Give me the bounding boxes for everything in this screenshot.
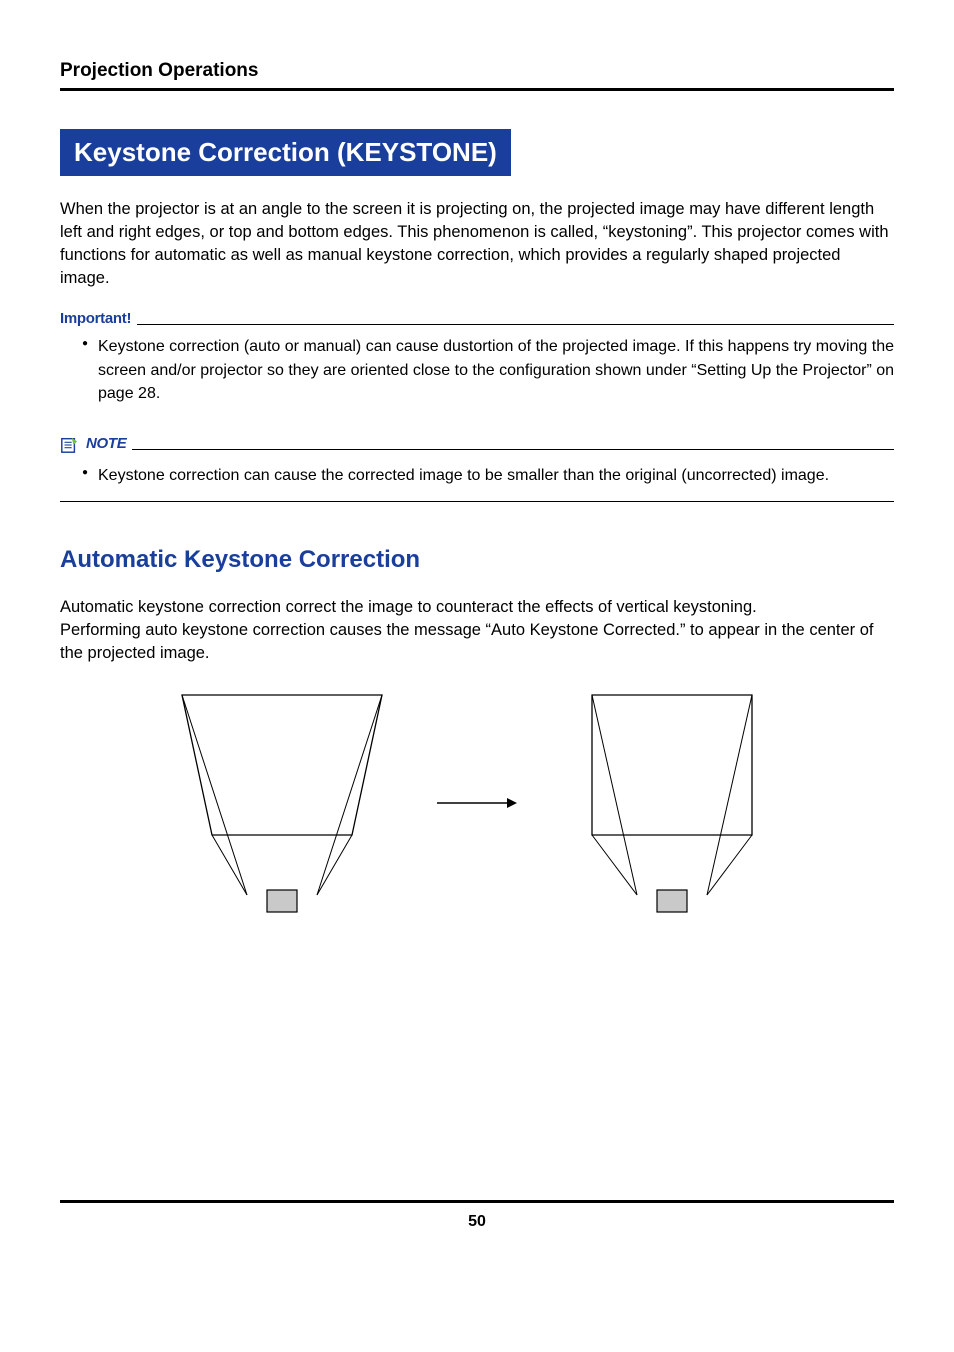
page-header: Projection Operations bbox=[60, 60, 894, 91]
subsection-para2: Performing auto keystone correction caus… bbox=[60, 619, 894, 665]
note-icon-wrap bbox=[60, 436, 80, 454]
section-title: Keystone Correction (KEYSTONE) bbox=[74, 137, 497, 167]
note-callout: NOTE Keystone correction can cause the c… bbox=[60, 435, 894, 502]
header-title: Projection Operations bbox=[60, 60, 258, 81]
subsection-para1: Automatic keystone correction correct th… bbox=[60, 596, 894, 619]
arrow-icon bbox=[432, 793, 522, 813]
section-title-box: Keystone Correction (KEYSTONE) bbox=[60, 129, 511, 176]
intro-paragraph: When the projector is at an angle to the… bbox=[60, 198, 894, 290]
note-bullet: Keystone correction can cause the correc… bbox=[82, 464, 894, 487]
note-rule-top bbox=[132, 449, 894, 450]
diagram-row bbox=[60, 685, 894, 920]
page-footer: 50 bbox=[60, 1200, 894, 1231]
page-number: 50 bbox=[468, 1213, 486, 1230]
important-rule bbox=[137, 324, 894, 325]
note-icon bbox=[60, 436, 78, 454]
important-bullet: Keystone correction (auto or manual) can… bbox=[82, 335, 894, 405]
diagram-before bbox=[172, 685, 392, 920]
important-label: Important! bbox=[60, 310, 131, 327]
diagram-after bbox=[562, 685, 782, 920]
subsection-heading: Automatic Keystone Correction bbox=[60, 546, 894, 574]
important-callout: Important! Keystone correction (auto or … bbox=[60, 310, 894, 405]
note-label: NOTE bbox=[86, 435, 126, 452]
